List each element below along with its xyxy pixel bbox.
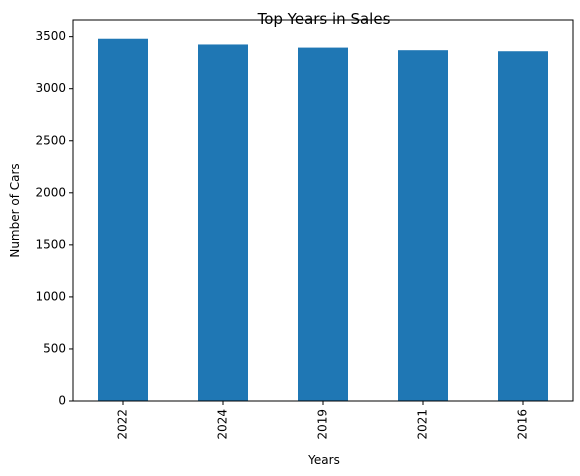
x-tick-label: 2021 xyxy=(416,409,430,440)
y-tick-label: 3500 xyxy=(35,29,66,43)
plot-frame xyxy=(72,19,574,402)
bar-2022 xyxy=(98,38,148,402)
y-tick-label: 2000 xyxy=(35,185,66,199)
y-axis: 0 500 1000 1500 2000 2500 3000 3500 xyxy=(35,29,73,408)
bars-group xyxy=(98,38,548,402)
x-tick-label: 2019 xyxy=(316,409,330,440)
y-tick-label: 1000 xyxy=(35,289,66,303)
y-tick-label: 1500 xyxy=(35,237,66,251)
y-axis-label: Number of Cars xyxy=(8,163,22,257)
y-tick-label: 0 xyxy=(58,394,66,408)
x-tick-label: 2016 xyxy=(516,409,530,440)
bar-2016 xyxy=(498,51,548,402)
bar-2021 xyxy=(398,50,448,401)
chart-title: Top Years in Sales xyxy=(257,10,391,28)
y-tick-label: 2500 xyxy=(35,133,66,147)
x-tick-label: 2024 xyxy=(216,409,230,440)
x-axis: 2022 2024 2019 2021 2016 xyxy=(116,401,530,440)
y-tick-label: 500 xyxy=(43,341,66,355)
bar-2019 xyxy=(298,47,348,402)
x-axis-label: Years xyxy=(307,453,340,467)
bar-2024 xyxy=(198,44,248,402)
y-tick-label: 3000 xyxy=(35,81,66,95)
x-tick-label: 2022 xyxy=(116,409,130,440)
